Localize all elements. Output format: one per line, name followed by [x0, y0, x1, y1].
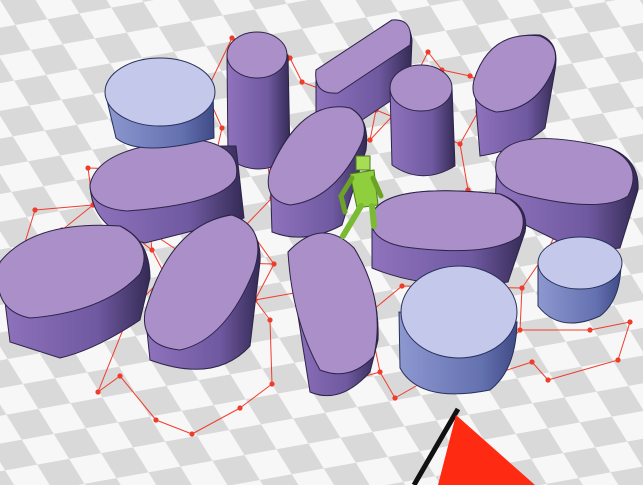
path-node: [85, 165, 91, 171]
path-edge: [379, 371, 396, 399]
goal-flag-icon[interactable]: [411, 407, 535, 485]
path-edge: [34, 204, 94, 211]
capsule-obstacle: [370, 190, 527, 286]
capsule-obstacle: [89, 139, 245, 244]
path-node: [377, 369, 383, 375]
capsule-obstacle: [472, 34, 557, 157]
path-node: [32, 207, 38, 213]
path-edge: [155, 419, 193, 435]
capsule-obstacle: [389, 64, 456, 177]
path-edge: [119, 375, 157, 421]
capsule-obstacle: [143, 214, 261, 370]
path-node: [399, 283, 405, 289]
path-edge: [254, 263, 275, 301]
path-edge: [459, 111, 479, 145]
path-edge: [427, 51, 443, 71]
path-node: [271, 261, 277, 267]
path-edge: [441, 69, 471, 77]
path-edge: [459, 143, 469, 191]
path-node: [517, 327, 523, 333]
capsule-obstacle: [226, 31, 291, 170]
obstacles: [0, 19, 639, 397]
path-node: [529, 359, 535, 365]
path-node: [425, 49, 431, 55]
path-node: [287, 55, 293, 61]
path-node: [267, 317, 273, 323]
path-node: [95, 389, 101, 395]
path-edge: [547, 359, 619, 381]
cylinder-obstacle: [398, 265, 518, 395]
capsule-obstacle: [0, 224, 151, 359]
humanoid-agent-icon[interactable]: [338, 155, 384, 239]
path-edge: [254, 299, 271, 321]
capsule-obstacle: [287, 232, 379, 397]
path-edge: [531, 361, 549, 381]
path-node: [189, 431, 195, 437]
path-node: [519, 285, 525, 291]
capsule-obstacle: [315, 19, 413, 127]
path-node: [367, 137, 373, 143]
path-node: [149, 247, 155, 253]
path-node: [392, 395, 398, 401]
path-edge: [617, 321, 631, 361]
path-edge: [245, 197, 273, 226]
path-node: [229, 35, 235, 41]
path-node: [627, 319, 633, 325]
capsule-obstacle: [494, 138, 639, 253]
cylinder-obstacle: [104, 57, 216, 149]
path-edge: [519, 287, 523, 331]
path-node: [153, 417, 159, 423]
path-node: [269, 381, 275, 387]
path-node: [117, 373, 123, 379]
path-node: [587, 327, 593, 333]
path-node: [299, 79, 305, 85]
path-node: [545, 377, 551, 383]
path-edge: [369, 109, 377, 141]
path-edge: [239, 383, 273, 409]
cylinder-obstacle: [537, 236, 623, 324]
path-edge: [191, 407, 241, 435]
path-edge: [61, 204, 94, 231]
path-node: [219, 125, 225, 131]
path-edge: [289, 57, 303, 83]
path-edge: [97, 375, 121, 393]
path-edge: [589, 321, 631, 331]
path-edge: [269, 319, 273, 385]
path-node: [457, 141, 463, 147]
path-node: [237, 405, 243, 411]
path-node: [467, 73, 473, 79]
path-node: [615, 357, 621, 363]
